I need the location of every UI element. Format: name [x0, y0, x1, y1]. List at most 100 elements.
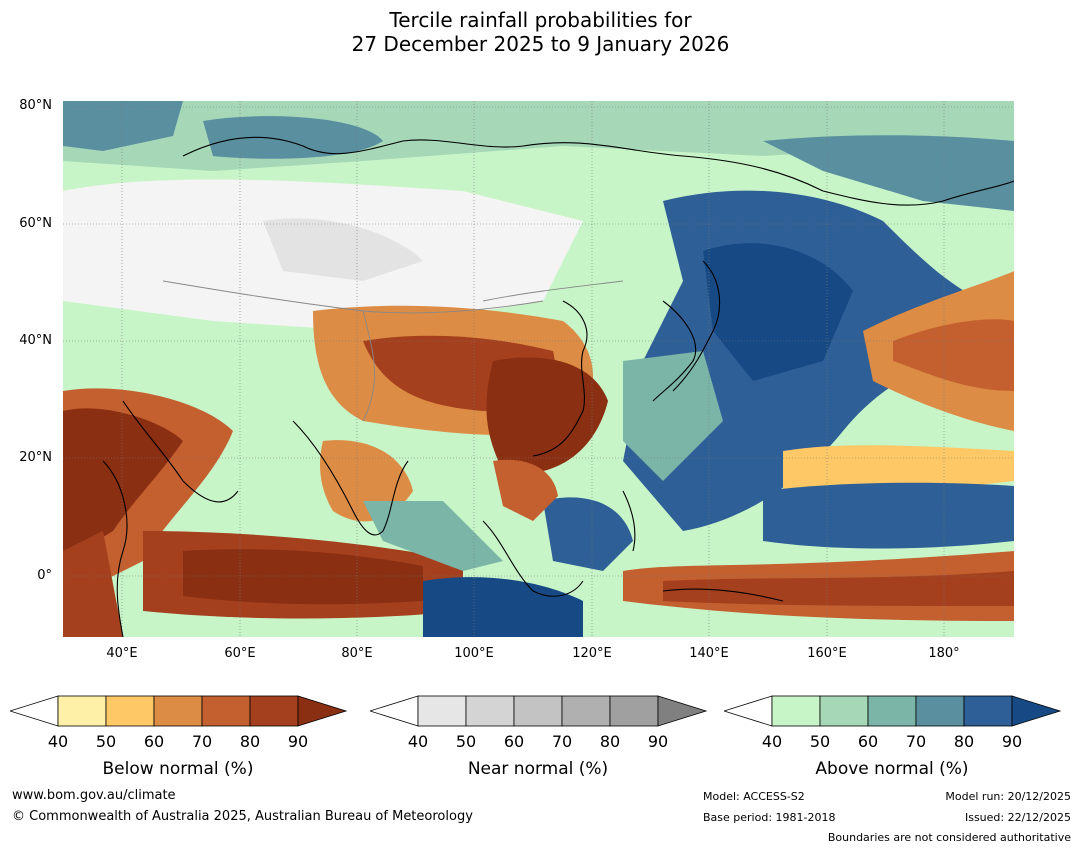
below-tick-90: 90: [287, 732, 309, 751]
colorbar-above: [724, 695, 1062, 727]
near-tick-70: 70: [551, 732, 573, 751]
lon-label-140e: 140°E: [689, 646, 729, 661]
colorbar-near-segment-60: [513, 695, 563, 727]
colorbar-above-label: Above normal (%): [815, 759, 969, 779]
region-pacific-wet: [763, 482, 1014, 549]
footer-model: Model: ACCESS-S2: [703, 790, 805, 803]
above-tick-60: 60: [857, 732, 879, 751]
colorbar-above-segment-60: [867, 695, 917, 727]
title-line-2: 27 December 2025 to 9 January 2026: [351, 32, 730, 56]
border-central-asia: [162, 280, 544, 314]
colorbar-near-segment-70: [561, 695, 611, 727]
colorbar-above-segment-70: [915, 695, 965, 727]
coastline-korea-japan: [652, 300, 697, 402]
forecast-map: [63, 101, 1014, 637]
region-japan-wet: [703, 243, 853, 381]
region-philippine-sea: [623, 351, 723, 481]
coastline-new-guinea: [662, 588, 784, 602]
region-pacific-dry-core: [893, 319, 1014, 391]
lon-label-100e: 100°E: [454, 646, 494, 661]
colorbar-below-segment-70: [201, 695, 251, 727]
colorbar-above-segment-40: [771, 695, 821, 727]
colorbar-above-segment-80: [963, 695, 1013, 727]
colorbar-below-segment-80: [249, 695, 299, 727]
coastline-philippines: [622, 490, 636, 552]
footer-disclaimer: Boundaries are not considered authoritat…: [827, 831, 1071, 844]
below-tick-60: 60: [143, 732, 165, 751]
region-scandinavia: [203, 116, 383, 159]
colorbar-near-segment-40: [417, 695, 467, 727]
region-sumatra-wet: [423, 577, 583, 637]
map-svg: [63, 101, 1014, 637]
colorbar-below-arrow-low: [10, 695, 59, 727]
colorbar-above-segment-50: [819, 695, 869, 727]
colorbar-near-arrow-low: [370, 695, 419, 727]
footer-base-period: Base period: 1981-2018: [703, 811, 836, 824]
graticule: [63, 101, 1014, 637]
colorbar-near: [370, 695, 708, 727]
above-tick-70: 70: [905, 732, 927, 751]
below-tick-70: 70: [191, 732, 213, 751]
near-tick-90: 90: [647, 732, 669, 751]
region-tropical-pacific-dry-core: [663, 571, 1014, 606]
footer-model-run: Model run: 20/12/2025: [945, 790, 1071, 803]
colorbar-below-segment-50: [105, 695, 155, 727]
coastline-japan: [672, 260, 721, 392]
border-south-asia: [362, 310, 375, 422]
region-near-normal-1: [263, 218, 423, 281]
lat-label-equator: 0°: [37, 568, 52, 583]
colorbar-near-segment-50: [465, 695, 515, 727]
coastline-malay: [482, 520, 584, 597]
region-ne-siberia: [763, 135, 1014, 211]
below-tick-40: 40: [47, 732, 69, 751]
region-south-china-sea-wet: [543, 497, 633, 571]
title-line-1: Tercile rainfall probabilities for: [389, 8, 692, 32]
near-tick-80: 80: [599, 732, 621, 751]
region-indochina-dry: [493, 459, 558, 521]
lon-label-60e: 60°E: [224, 646, 256, 661]
coastline-africa: [102, 460, 128, 637]
above-tick-40: 40: [761, 732, 783, 751]
below-tick-80: 80: [239, 732, 261, 751]
border-mongolia: [482, 280, 624, 302]
region-indian-ocean-dry-core: [183, 549, 423, 605]
map-title: Tercile rainfall probabilities for 27 De…: [0, 8, 1081, 56]
footer-issued: Issued: 22/12/2025: [964, 811, 1071, 824]
region-bay-of-bengal: [363, 501, 503, 571]
lon-label-120e: 120°E: [572, 646, 612, 661]
footer-website-link[interactable]: www.bom.gov.au/climate: [12, 788, 176, 803]
lat-label-80n: 80°N: [19, 98, 52, 113]
coastline-arabia: [122, 400, 239, 503]
colorbar-above-arrow-high: [1011, 695, 1062, 727]
lon-label-40e: 40°E: [106, 646, 138, 661]
colorbar-below-arrow-high: [297, 695, 348, 727]
colorbar-near-segment-80: [609, 695, 659, 727]
near-tick-60: 60: [503, 732, 525, 751]
region-china-dry: [486, 357, 608, 474]
coastline-arctic: [182, 136, 1014, 206]
above-tick-50: 50: [809, 732, 831, 751]
lat-label-40n: 40°N: [19, 333, 52, 348]
near-tick-40: 40: [407, 732, 429, 751]
colorbar-below: [10, 695, 348, 727]
country-borders: [162, 280, 624, 422]
colorbar-above-arrow-low: [724, 695, 773, 727]
lon-label-80e: 80°E: [341, 646, 373, 661]
colorbar-near-label: Near normal (%): [467, 759, 609, 779]
near-tick-50: 50: [455, 732, 477, 751]
coastline-india: [292, 420, 409, 536]
lon-label-160e: 160°E: [807, 646, 847, 661]
lat-label-60n: 60°N: [19, 216, 52, 231]
above-tick-90: 90: [1001, 732, 1023, 751]
coastline-china: [532, 300, 588, 457]
footer-copyright: © Commonwealth of Australia 2025, Austra…: [12, 809, 473, 824]
colorbar-near-arrow-high: [657, 695, 708, 727]
lat-label-20n: 20°N: [19, 450, 52, 465]
colorbar-below-label: Below normal (%): [102, 759, 254, 779]
colorbar-below-segment-40: [57, 695, 107, 727]
lon-label-180: 180°: [928, 646, 960, 661]
below-tick-50: 50: [95, 732, 117, 751]
coastlines: [102, 136, 1014, 637]
region-east-africa-dry: [63, 531, 123, 637]
above-tick-80: 80: [953, 732, 975, 751]
